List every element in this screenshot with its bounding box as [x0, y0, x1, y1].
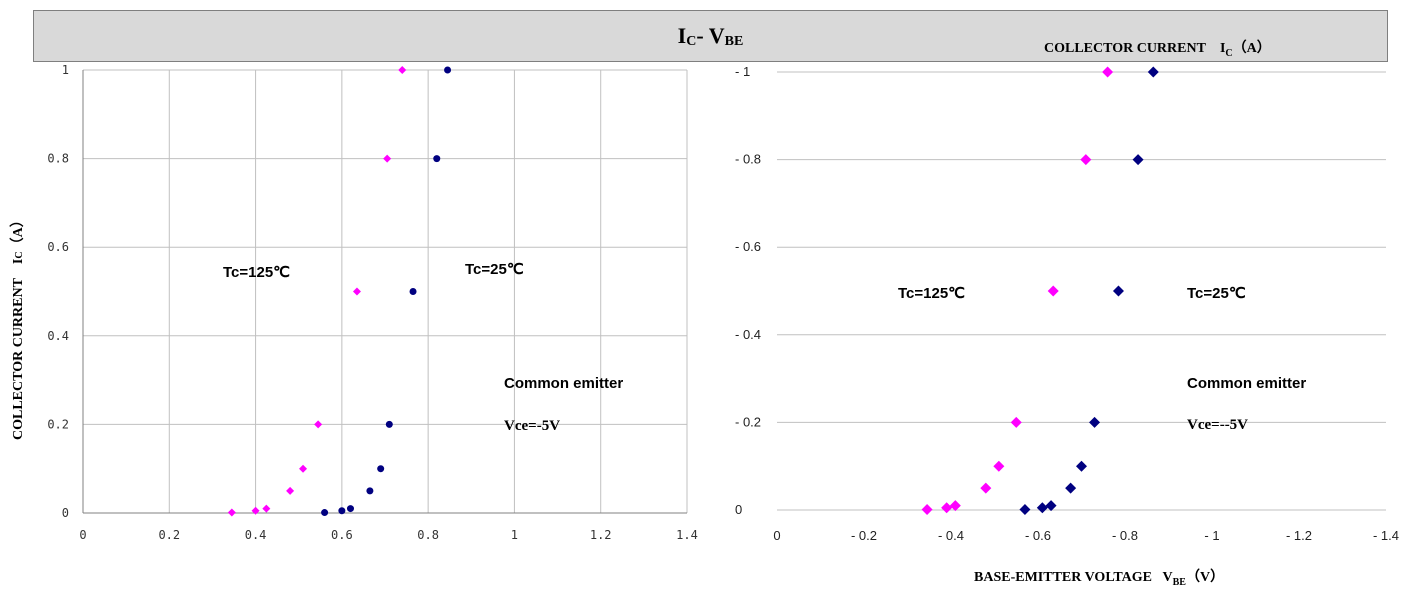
right-chart-data-point — [1019, 504, 1031, 516]
right-chart-x-tick-label: - 1 — [1204, 528, 1219, 543]
right-chart-data-point — [1132, 154, 1144, 166]
right-chart-x-tick-label: - 1.4 — [1373, 528, 1399, 543]
left-chart-data-point — [251, 506, 260, 515]
right-chart-data-point — [1047, 285, 1059, 297]
right-chart-x-tick-label: - 0.8 — [1112, 528, 1138, 543]
left-chart-x-tick-label: 1.4 — [676, 528, 698, 542]
right-chart-y-tick-label: 0 — [735, 502, 742, 517]
left-chart-annotation-common-emitter: Common emitter — [504, 375, 623, 392]
left-chart-annotation-tc125: Tc=125℃ — [223, 264, 290, 281]
right-chart-x-tick-label: - 0.4 — [938, 528, 964, 543]
right-chart-data-point — [993, 460, 1005, 472]
left-chart-y-axis-label: COLLECTOR CURRENTIC（A） — [2, 110, 32, 440]
right-chart-data-point — [1036, 502, 1048, 514]
left-chart-data-point — [338, 507, 346, 515]
left-chart: 0 0.2 0.4 0.6 0.8 1 1.2 1.4 0 0.2 0.4 0.6 0.8 1 Tc=125… — [47, 63, 698, 542]
right-chart-y-tick-label: - 0.6 — [735, 239, 761, 254]
left-chart-y-tick-label: 0 — [62, 506, 69, 520]
right-chart-annotation-tc125: Tc=125℃ — [898, 285, 965, 302]
right-chart-gridlines — [777, 71, 1386, 511]
xlabel-v: V — [1162, 570, 1173, 585]
right-chart-x-tick-label: - 0.6 — [1025, 528, 1051, 543]
left-chart-series-0 — [227, 66, 407, 517]
left-chart-y-tick-label: 1 — [62, 63, 69, 77]
left-chart-data-point — [321, 509, 329, 517]
left-chart-annotation-vce: Vce=-5V — [504, 418, 560, 434]
left-chart-x-tick-label: 0 — [79, 528, 86, 542]
ylabel-sub: C — [1225, 47, 1233, 59]
title-i: I — [677, 23, 687, 48]
right-chart-data-point — [949, 500, 961, 512]
right-chart-y-axis-label: COLLECTOR CURRENT IC（A） — [1044, 37, 1271, 59]
left-chart-y-tick-label: 0.6 — [47, 240, 69, 254]
right-chart-annotation-vce: Vce=--5V — [1187, 417, 1248, 433]
left-chart-data-point — [227, 508, 236, 517]
left-chart-data-point — [444, 66, 452, 74]
right-chart-data-point — [1045, 500, 1057, 512]
right-chart-series-0 — [921, 66, 1114, 516]
x-axis-label: BASE-EMITTER VOLTAGE VBE（V） — [974, 566, 1224, 588]
left-chart-series-1 — [321, 66, 452, 517]
right-chart-data-point — [1112, 285, 1124, 297]
left-chart-y-tick-label: 0.8 — [47, 152, 69, 166]
right-chart-x-tick-label: - 1.2 — [1286, 528, 1312, 543]
right-chart-x-tick-label: 0 — [773, 528, 780, 543]
title-sub-c: C — [686, 34, 697, 49]
right-chart-data-point — [1080, 154, 1092, 166]
left-chart-x-tick-label: 1.2 — [590, 528, 612, 542]
right-chart-series-1 — [1019, 66, 1159, 516]
right-chart-data-point — [1076, 460, 1087, 472]
xlabel-sub: BE — [1172, 576, 1186, 588]
right-chart-data-point — [1065, 482, 1077, 494]
left-chart-data-point — [366, 487, 374, 495]
right-chart-data-point — [1147, 66, 1159, 78]
right-chart-y-tick-label: - 0.2 — [735, 414, 761, 429]
left-chart-annotation-tc25: Tc=25℃ — [465, 261, 524, 278]
xlabel-unit: （V） — [1185, 570, 1225, 585]
right-chart-x-tick-label: - 0.2 — [851, 528, 877, 543]
left-chart-y-tick-label: 0.2 — [47, 417, 69, 431]
left-chart-data-point — [377, 465, 385, 473]
left-chart-data-point — [286, 486, 295, 495]
left-chart-x-tick-label: 1 — [511, 528, 518, 542]
right-chart-annotation-tc25: Tc=25℃ — [1187, 285, 1246, 302]
left-chart-data-point — [299, 464, 308, 473]
left-chart-data-point — [385, 420, 393, 428]
left-chart-x-tick-label: 0.4 — [245, 528, 267, 542]
right-chart-y-tick-label: - 0.4 — [735, 327, 761, 342]
right-chart-annotation-common-emitter: Common emitter — [1187, 375, 1306, 392]
chart-title: IC- VBE — [34, 23, 1387, 50]
title-v: - V — [696, 23, 725, 48]
left-chart-y-tick-label: 0.4 — [47, 329, 69, 343]
left-chart-data-point — [262, 504, 271, 513]
right-chart-data-point — [980, 482, 992, 494]
left-chart-data-point — [383, 154, 392, 163]
title-bar: IC- VBE — [33, 10, 1388, 62]
left-chart-data-point — [433, 155, 441, 163]
left-chart-data-point — [409, 288, 417, 295]
ylabel-i: I — [1219, 41, 1226, 56]
xlabel-text: BASE-EMITTER VOLTAGE — [974, 570, 1153, 585]
left-chart-data-point — [352, 287, 361, 296]
left-chart-data-point — [314, 420, 323, 429]
left-chart-data-point — [346, 505, 354, 513]
left-chart-x-tick-label: 0.8 — [417, 528, 439, 542]
right-chart-data-point — [1102, 66, 1114, 78]
right-chart-data-point — [1010, 416, 1022, 428]
title-sub-be: BE — [724, 34, 744, 49]
left-chart-x-tick-label: 0.2 — [158, 528, 180, 542]
right-chart-y-tick-label: - 1 — [735, 64, 750, 79]
right-chart-y-tick-label: - 0.8 — [735, 152, 761, 167]
ylabel-unit: （A） — [1232, 41, 1271, 56]
right-chart-data-point — [1089, 416, 1101, 428]
left-chart-data-point — [398, 66, 407, 74]
ylabel-text: COLLECTOR CURRENT — [1044, 41, 1206, 56]
right-chart-data-point — [921, 504, 933, 516]
left-ylabel-text: COLLECTOR CURRENTIC（A） — [10, 213, 26, 440]
left-chart-x-tick-label: 0.6 — [331, 528, 353, 542]
right-chart-data-point — [941, 502, 953, 514]
